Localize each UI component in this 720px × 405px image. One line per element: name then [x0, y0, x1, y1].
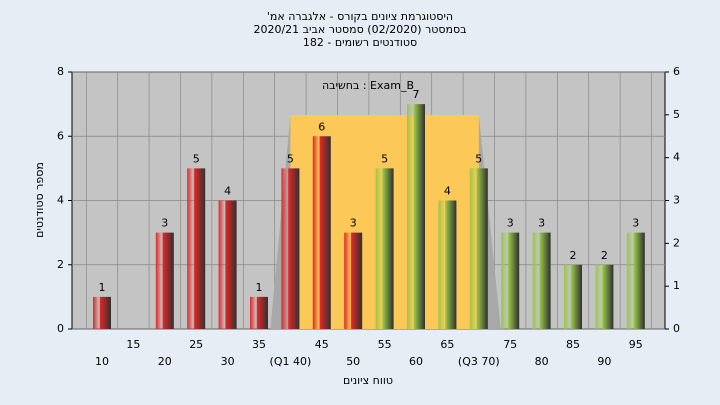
bar	[595, 264, 614, 329]
y-tick-label: 0	[57, 322, 64, 335]
y-tick-label: 2	[57, 258, 64, 271]
x-tick-label: 85	[566, 338, 580, 351]
x-tick-label: 20	[158, 355, 172, 368]
bar	[281, 168, 300, 329]
value-label: 5	[475, 152, 482, 165]
value-label: 3	[507, 217, 514, 230]
annotation: Exam_B : בחשיבה	[322, 79, 414, 92]
bar	[250, 296, 268, 329]
bar	[155, 232, 174, 329]
value-label: 3	[350, 217, 357, 230]
value-label: 2	[570, 249, 577, 262]
y2-tick-label: 3	[673, 194, 680, 207]
value-label: 4	[224, 185, 231, 198]
bar	[375, 168, 394, 329]
chart-subtitle: בסמסטר (02/2020) סמסטר אביב 2020/21	[253, 23, 466, 36]
y2-tick-label: 4	[673, 151, 680, 164]
bar	[626, 232, 645, 329]
x-tick-label: (Q1 40)	[270, 355, 312, 368]
chart-subtitle: סטודנטים רשומים - 182	[303, 36, 417, 49]
bar	[438, 200, 457, 329]
bar	[187, 168, 206, 329]
value-label: 1	[256, 281, 263, 294]
y-tick-label: 8	[57, 65, 64, 78]
bar	[344, 232, 363, 329]
x-tick-label: 80	[535, 355, 549, 368]
value-label: 5	[287, 152, 294, 165]
chart-title: היסטוגרמת ציונים בקורס - אלגברה אמ'	[267, 10, 453, 23]
value-label: 5	[193, 152, 200, 165]
value-label: 2	[601, 249, 608, 262]
x-tick-label: 95	[629, 338, 643, 351]
bar	[532, 232, 551, 329]
x-tick-label: 15	[126, 338, 140, 351]
value-label: 7	[413, 88, 420, 101]
value-label: 4	[444, 185, 451, 198]
y2-tick-label: 2	[673, 236, 680, 249]
x-tick-label: 30	[221, 355, 235, 368]
x-tick-label: 90	[597, 355, 611, 368]
x-tick-label: 25	[189, 338, 203, 351]
x-tick-label: 50	[346, 355, 360, 368]
x-tick-label: 55	[378, 338, 392, 351]
y2-tick-label: 1	[673, 279, 680, 292]
x-tick-label: 75	[503, 338, 517, 351]
value-label: 1	[99, 281, 106, 294]
x-tick-label: 60	[409, 355, 423, 368]
bar	[312, 136, 331, 329]
value-label: 3	[632, 217, 639, 230]
x-tick-label: 10	[95, 355, 109, 368]
y2-tick-label: 0	[673, 322, 680, 335]
x-tick-label: (Q3 70)	[458, 355, 500, 368]
x-tick-label: 45	[315, 338, 329, 351]
value-label: 3	[161, 217, 168, 230]
y-tick-label: 6	[57, 129, 64, 142]
bar	[501, 232, 520, 329]
value-label: 6	[318, 120, 325, 133]
bar	[93, 296, 111, 329]
x-tick-label: 65	[440, 338, 454, 351]
value-label: 3	[538, 217, 545, 230]
x-axis-label: טווח ציונים	[343, 374, 393, 387]
bar	[407, 104, 425, 329]
bar	[564, 264, 582, 329]
y2-tick-label: 6	[673, 65, 680, 78]
y2-tick-label: 5	[673, 108, 680, 121]
y-tick-label: 4	[57, 194, 64, 207]
bar	[218, 200, 237, 329]
value-label: 5	[381, 152, 388, 165]
x-tick-label: 35	[252, 338, 266, 351]
bar	[469, 168, 488, 329]
y-axis-label: מספר סטודנטים	[33, 162, 46, 238]
